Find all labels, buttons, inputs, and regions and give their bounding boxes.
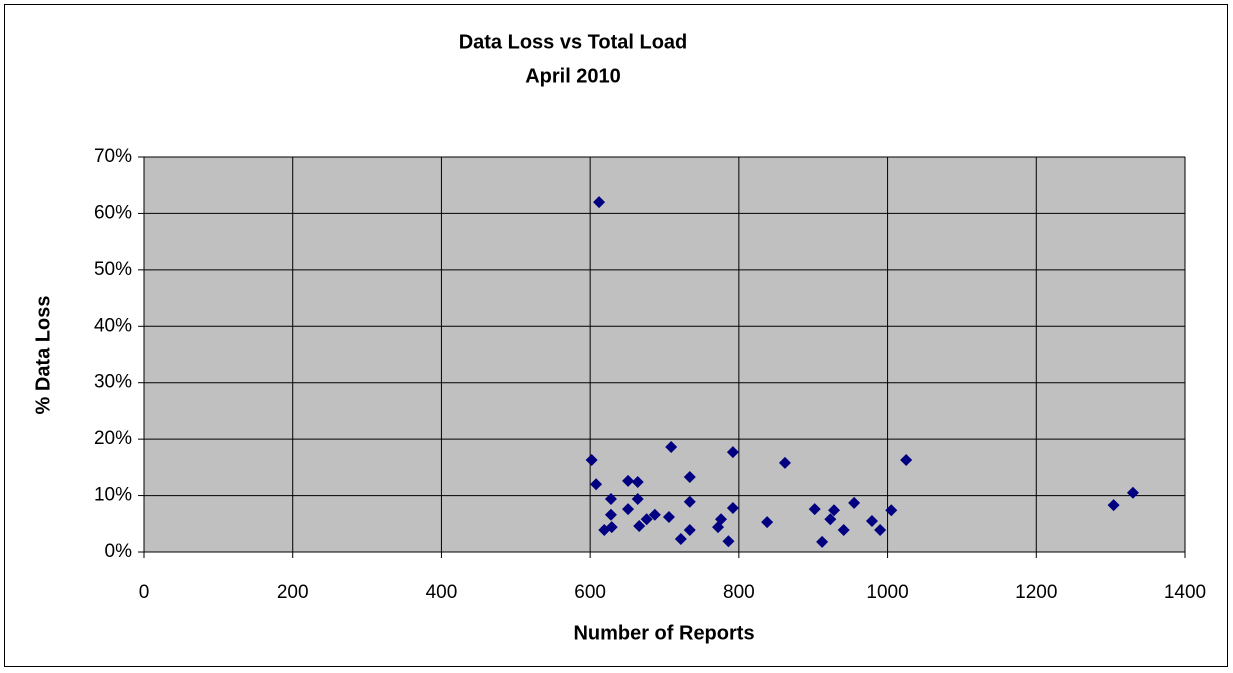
point [885,504,898,517]
point [816,535,829,548]
x-tick-label: 0 [139,582,150,603]
x-tick-label: 600 [574,582,606,603]
point [604,508,617,521]
x-tick-label: 800 [723,582,755,603]
y-tick-label: 50% [94,259,132,280]
point [726,446,739,459]
point [605,521,618,534]
point [585,454,598,467]
point [631,492,644,505]
y-tick-label: 60% [94,202,132,223]
point [622,503,635,516]
point [778,456,791,469]
y-tick-label: 70% [94,146,132,167]
y-tick-label: 40% [94,315,132,336]
point [683,470,696,483]
x-tick-label: 1400 [1164,582,1206,603]
point [604,492,617,505]
x-tick-label: 1200 [1015,582,1057,603]
point [662,511,675,524]
point [665,441,678,454]
point [1107,499,1120,512]
point [824,513,837,526]
point [648,508,661,521]
point [631,476,644,489]
x-tick-label: 400 [426,582,458,603]
point [848,496,861,509]
point [633,520,646,533]
point [683,523,696,536]
point [593,196,606,209]
y-axis-label: % Data Loss [32,296,54,415]
point [865,514,878,527]
point [828,504,841,517]
point [683,495,696,508]
point [837,523,850,536]
point [808,503,821,516]
point [761,516,774,529]
point [590,478,603,491]
y-tick-label: 10% [94,485,132,506]
point [640,513,653,526]
point [715,513,728,526]
y-tick-label: 0% [105,541,133,562]
point [874,523,887,536]
point [1126,486,1139,499]
point [726,501,739,514]
plot-area [143,156,1186,553]
chart-subtitle: April 2010 [525,65,621,87]
chart-title: Data Loss vs Total Load [459,31,688,53]
y-tick-label: 20% [94,428,132,449]
point [722,535,735,548]
point [674,533,687,546]
x-tick-label: 200 [277,582,309,603]
x-axis-label: Number of Reports [573,622,754,644]
point [900,454,913,467]
point [622,474,635,487]
y-tick-label: 30% [94,372,132,393]
x-tick-label: 1000 [866,582,908,603]
